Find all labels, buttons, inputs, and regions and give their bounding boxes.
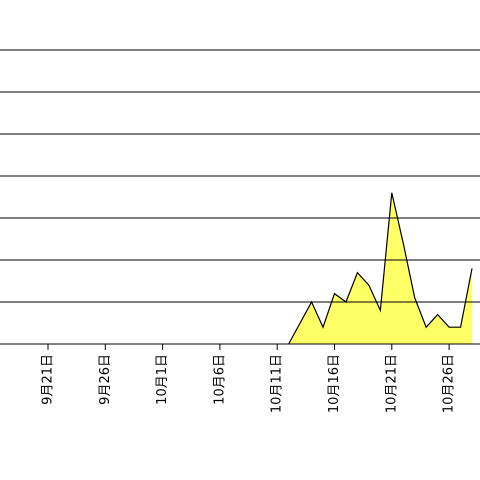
x-tick-label: 10月21日 [384,354,399,413]
area-line [288,192,473,345]
area [288,192,473,344]
x-tick-label: 10月1日 [155,354,170,405]
x-tick-label: 9月21日 [41,354,56,405]
x-tick-label: 10月16日 [327,354,342,413]
x-tick-label: 10月26日 [442,354,457,413]
x-tick-label: 9月26日 [98,354,113,405]
x-tick-label: 10月11日 [270,354,285,413]
x-tick-label: 10月6日 [212,354,227,405]
